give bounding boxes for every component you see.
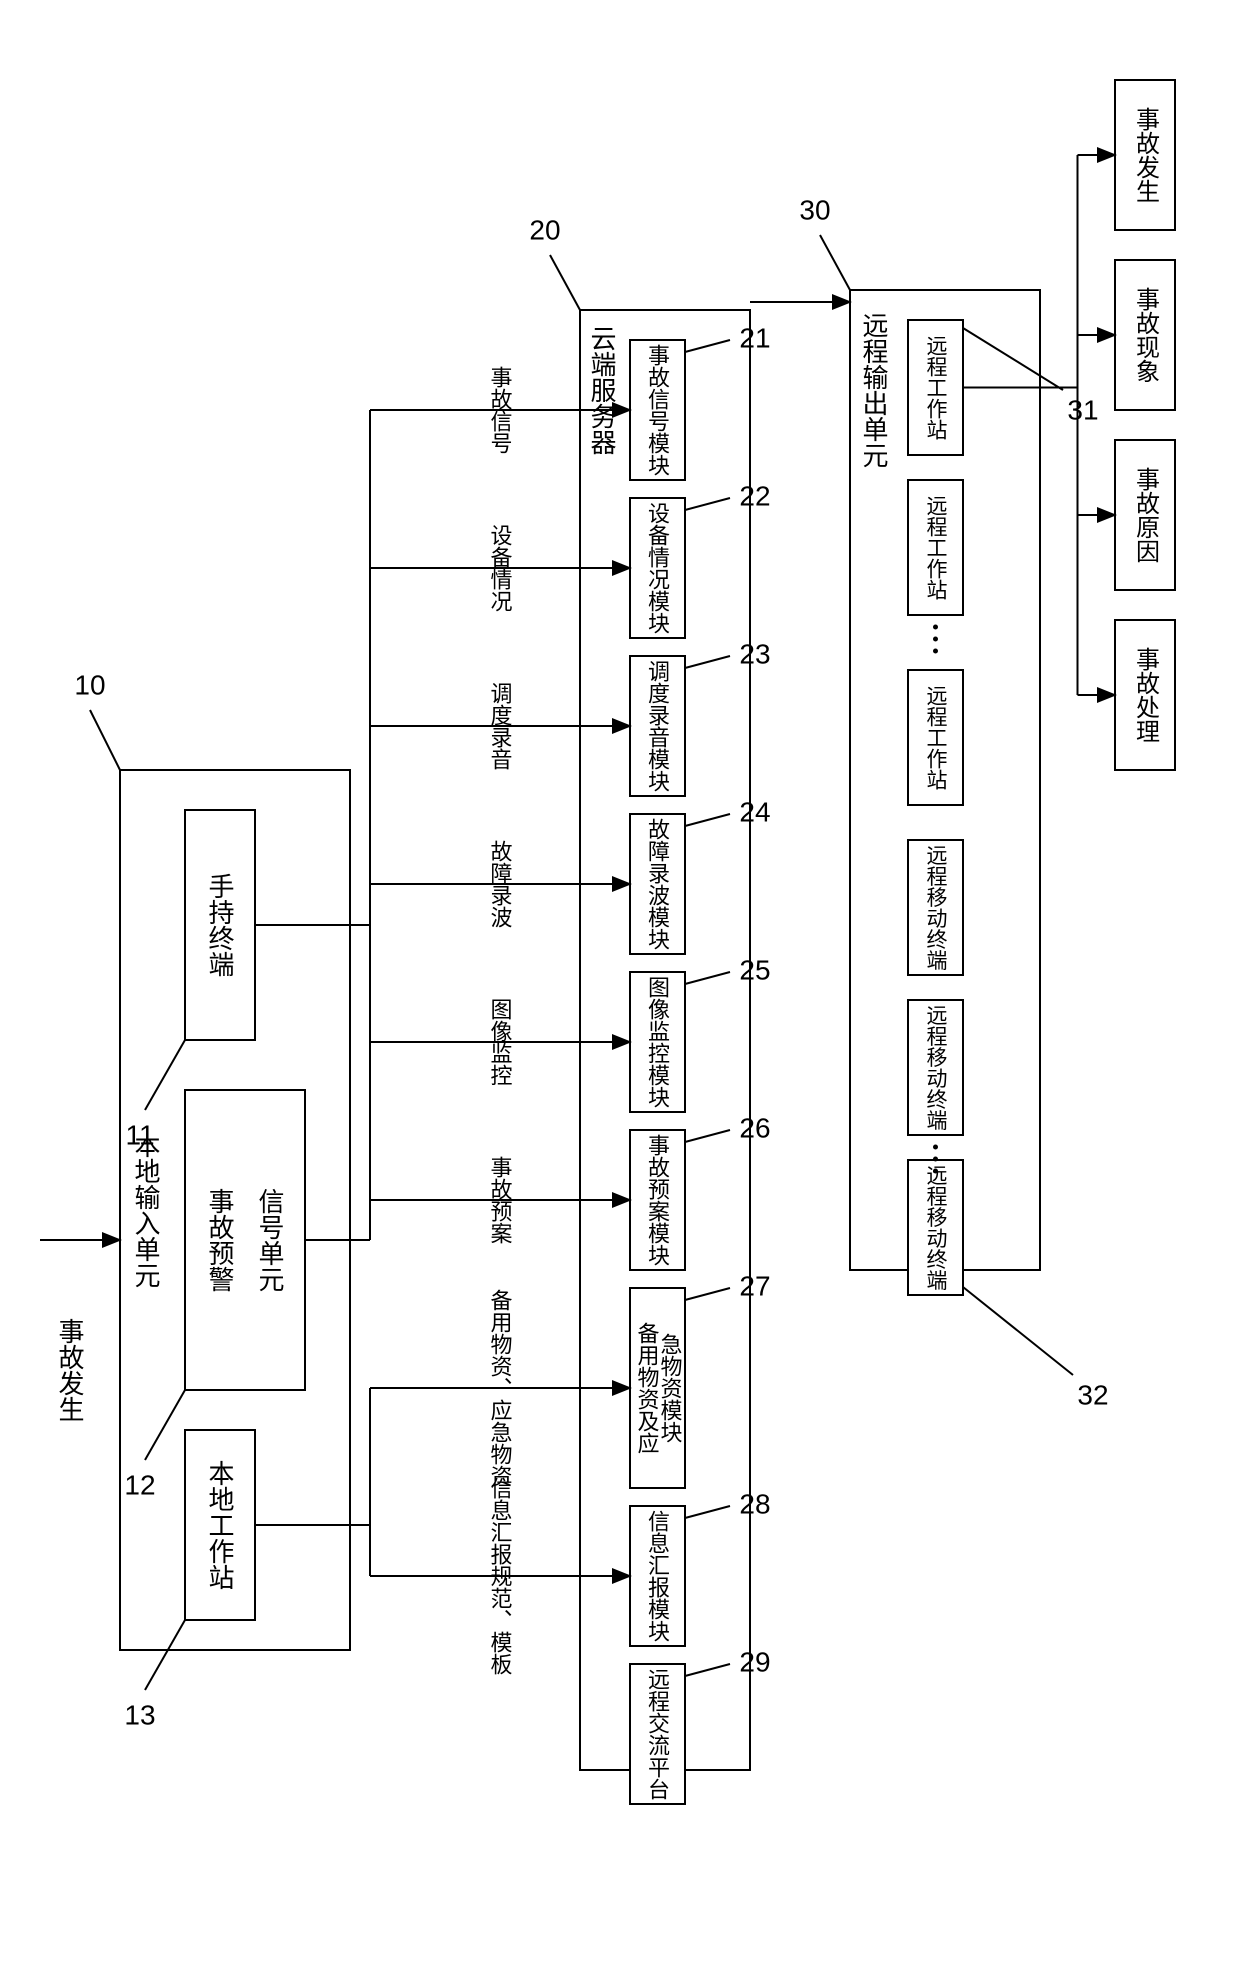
num-11: 11 [125,1120,154,1151]
output-1-label: 事故现象 [1132,287,1159,383]
edge-label-m21: 事故信号 [488,366,513,454]
num-25: 25 [739,955,770,986]
m21-label: 事故信号模块 [645,344,670,476]
r1-label: 远程工作站 [924,335,948,440]
r4-label: 远程移动终端 [924,845,948,971]
n12-label-b: 信号单元 [255,1188,285,1292]
m27-label-a: 备用物资及应 [635,1322,660,1454]
num-20: 20 [529,215,560,246]
edge-label-m22: 设备情况 [488,524,513,612]
edge-label-m27: 备用物资、应急物资 [488,1289,513,1487]
r6-label: 远程移动终端 [924,1165,948,1291]
output-0-label: 事故发生 [1132,107,1160,203]
edge-label-m23: 调度录音 [488,682,513,770]
edge-label-m25: 图像监控 [488,998,513,1086]
r5-label: 远程移动终端 [924,1005,948,1131]
num-28: 28 [739,1489,770,1520]
output-3-label: 事故处理 [1132,647,1160,743]
r3-label: 远程工作站 [924,685,948,790]
output-2-label: 事故原因 [1132,467,1160,563]
m27-label-b: 急物资模块 [658,1333,683,1443]
diagram-canvas: 本地输入单元手持终端事故预警信号单元本地工作站10111213事故发生云端服务器… [20,20,1240,1946]
num-10: 10 [74,670,105,701]
r2-label: 远程工作站 [924,495,948,600]
unit-30-title: 远程输出单元 [859,312,889,468]
num-32: 32 [1077,1380,1108,1411]
num-29: 29 [739,1647,770,1678]
m22-label: 设备情况模块 [645,502,670,634]
edge-label-m24: 故障录波 [488,840,513,928]
num-12: 12 [124,1470,155,1501]
num-24: 24 [739,797,770,828]
m28-label: 信息汇报模块 [645,1510,670,1642]
n13-label: 本地工作站 [205,1460,235,1590]
num-22: 22 [739,481,770,512]
n11-label: 手持终端 [205,873,235,977]
edge-label-m28: 信息汇报规范、模板 [488,1477,513,1675]
m25-label: 图像监控模块 [645,976,670,1108]
num-21: 21 [739,323,770,354]
num-26: 26 [739,1113,770,1144]
input-label: 事故发生 [55,1318,85,1422]
m24-label: 故障录波模块 [645,818,670,950]
num-30: 30 [799,195,830,226]
n12-label-a: 事故预警 [205,1188,235,1292]
m23-label: 调度录音模块 [645,660,670,792]
num-13: 13 [124,1700,155,1731]
n12 [185,1090,305,1390]
m26-label: 事故预案模块 [645,1134,670,1266]
num-27: 27 [739,1271,770,1302]
unit-10-title: 本地输入单元 [131,1132,161,1288]
num-31: 31 [1067,395,1098,426]
unit-20-title: 云端服务器 [587,325,617,455]
num-23: 23 [739,639,770,670]
m29-label: 远程交流平台 [645,1668,670,1800]
edge-label-m26: 事故预案 [488,1156,513,1244]
